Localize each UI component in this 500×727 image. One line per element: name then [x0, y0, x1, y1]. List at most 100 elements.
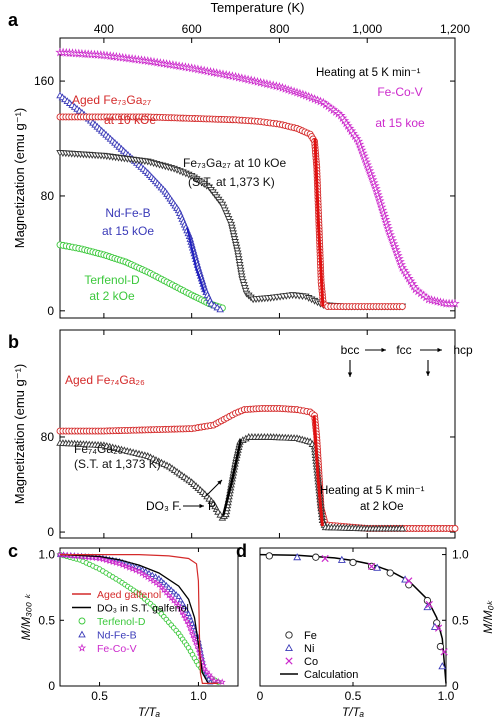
- chart-a: a Temperature (K) 400 600 800 1,000 1,200 0 80 16…: [8, 0, 470, 319]
- data-point: [170, 588, 177, 595]
- y-tick-label: 1.0: [452, 548, 469, 562]
- data-point: [180, 611, 188, 619]
- data-point: [177, 596, 184, 603]
- legend: Aged galfenol DO₃ in S.T. galfenolTerfeno…: [72, 589, 189, 655]
- series-label: at 2 kOe: [89, 289, 135, 303]
- data-point: [179, 600, 186, 606]
- data-point: [451, 525, 459, 532]
- arrow-head: [425, 371, 431, 376]
- y-axis-title: Magnetization (emu g⁻¹): [12, 364, 27, 505]
- phase-label: bcc: [341, 343, 360, 357]
- panel-label-a: a: [8, 10, 19, 30]
- series-label: Fe₇₄Ga₂₆: [74, 442, 123, 456]
- annotation: Heating at 5 K min⁻¹: [316, 67, 421, 79]
- series-label: at 10 kOe: [104, 113, 156, 127]
- drop-line: [312, 415, 324, 527]
- data-point: [175, 593, 182, 599]
- x-tick-label: 600: [182, 22, 202, 36]
- legend-label: DO₃ in S.T. galfenol: [97, 603, 189, 615]
- arrow-head: [217, 480, 222, 485]
- series-label: Aged Fe₇₄Ga₂₆: [65, 373, 145, 387]
- series-label: Nd-Fe-B: [105, 206, 150, 220]
- data-point: [450, 298, 460, 308]
- annotation: Heating at 5 K min⁻¹: [320, 485, 425, 497]
- annotation: at 2 kOe: [360, 501, 403, 513]
- data-point: [175, 602, 183, 609]
- y-tick-label: 0: [47, 525, 54, 539]
- series-4: [56, 550, 226, 686]
- data-point: [312, 553, 320, 561]
- data-point: [210, 676, 218, 684]
- data-point: [128, 565, 137, 573]
- data-point: [160, 586, 168, 594]
- plot-frame: [59, 547, 239, 687]
- y-tick-label: 0: [48, 679, 55, 693]
- data-point: [425, 600, 433, 609]
- series-1: [293, 553, 447, 670]
- data-point: [158, 577, 165, 583]
- data-point: [172, 599, 180, 607]
- y-axis-title: M/M₀ₖ: [481, 599, 495, 633]
- data-point: [208, 674, 216, 681]
- arrow-head: [347, 372, 353, 377]
- data-point: [181, 603, 188, 610]
- data-point: [102, 556, 110, 564]
- x-axis-title: T/Tₐ: [138, 705, 160, 719]
- data-point: [187, 627, 195, 635]
- data-point: [398, 524, 407, 532]
- data-point: [115, 559, 123, 567]
- series-2: [57, 551, 221, 685]
- series-label: (S.T. at 1,373 K): [188, 175, 275, 189]
- data-point: [434, 624, 443, 632]
- x-tick-label: 0.5: [91, 689, 108, 703]
- data-point: [119, 561, 127, 569]
- legend-label: Ni: [304, 643, 314, 655]
- series-3: [56, 241, 226, 312]
- y-tick-label: 0: [47, 304, 54, 318]
- series-label: (S.T. at 1,373 K): [74, 457, 161, 471]
- x-tick-label: 1.0: [438, 689, 455, 703]
- x-tick-label: 1.0: [190, 689, 207, 703]
- phase-label: fcc: [396, 343, 411, 357]
- y-tick-label: 1.0: [38, 548, 55, 562]
- data-point: [145, 569, 153, 576]
- legend-label: Co: [304, 656, 318, 668]
- legend-label: Fe-Co-V: [97, 643, 137, 655]
- data-point: [149, 571, 156, 578]
- data-point: [337, 555, 346, 563]
- chart-d: d0 0.5 1.000.51.0T/TₐM/M₀ₖFeNiCoCalculatio…: [236, 541, 495, 719]
- data-point: [167, 594, 175, 601]
- data-point: [160, 579, 167, 586]
- data-point: [367, 562, 376, 571]
- data-point: [285, 657, 293, 665]
- plot-frame: [259, 547, 447, 687]
- data-point: [170, 596, 178, 604]
- data-point: [285, 643, 293, 652]
- x-axis-title: Temperature (K): [211, 0, 305, 15]
- series-label: at 15 kOe: [102, 224, 154, 238]
- y-tick-label: 80: [41, 430, 55, 444]
- data-point: [78, 617, 86, 625]
- data-point: [163, 581, 170, 588]
- x-axis-title: T/Tₐ: [342, 705, 364, 719]
- data-point: [184, 620, 193, 628]
- data-point: [285, 631, 293, 639]
- data-point: [142, 567, 149, 574]
- y-tick-label: 0.5: [452, 613, 469, 627]
- series-2: [321, 554, 448, 656]
- data-point: [181, 614, 189, 622]
- data-point: [293, 553, 302, 561]
- data-point: [438, 662, 447, 670]
- x-tick-label: 0: [257, 689, 264, 703]
- data-point: [157, 583, 166, 591]
- legend-label: Fe: [304, 630, 317, 642]
- data-point: [78, 630, 86, 638]
- data-point: [155, 575, 162, 581]
- drop-line: [313, 138, 325, 307]
- legend-label: Aged galfenol: [97, 589, 161, 601]
- phase-label: hcp: [453, 343, 473, 357]
- data-point: [349, 558, 357, 567]
- data-point: [168, 586, 175, 593]
- chart-c: c 0.5 1.0 0 0.5 1.0 T/Tₐ M/M₃₀₀ ₖ Aged galfenol D…: [8, 541, 239, 719]
- series-label: Fe-Co-V: [377, 85, 422, 99]
